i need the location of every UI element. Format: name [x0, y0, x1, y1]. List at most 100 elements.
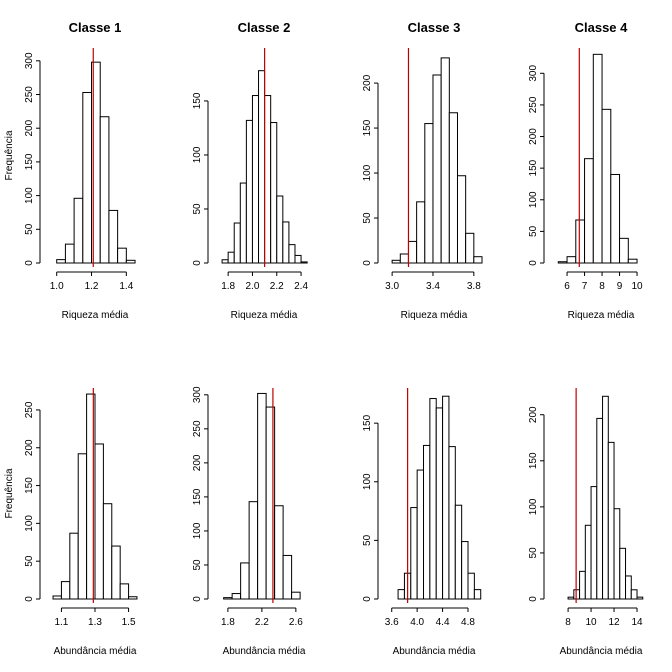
x-tick-label: 1.4: [119, 281, 133, 292]
y-tick-label: 200: [24, 439, 35, 456]
bar: [407, 240, 418, 264]
x-tick-label: 12: [608, 617, 620, 628]
bar: [410, 507, 418, 600]
bar: [294, 254, 302, 264]
bar: [636, 596, 644, 600]
bar: [69, 532, 79, 600]
bar: [432, 74, 442, 264]
bar: [590, 486, 598, 600]
bar: [288, 244, 296, 264]
bar: [397, 589, 405, 600]
bar: [264, 95, 272, 264]
x-tick-label: 10: [631, 281, 643, 292]
bar: [454, 504, 463, 600]
bar: [111, 545, 121, 600]
y-tick-label: 200: [528, 406, 539, 423]
bar: [456, 175, 467, 264]
y-tick-label: 100: [528, 191, 539, 208]
bar: [625, 575, 632, 600]
x-axis-label: Abundância média: [54, 646, 137, 657]
bar: [630, 589, 638, 600]
bar: [270, 122, 278, 264]
x-tick-label: 10: [585, 617, 597, 628]
bar: [128, 596, 138, 600]
bar: [282, 221, 290, 264]
y-tick-label: 150: [528, 159, 539, 176]
bar: [248, 501, 259, 600]
x-tick-label: 2.0: [246, 281, 260, 292]
x-axis-label: Abundância média: [560, 646, 643, 657]
bar: [416, 201, 426, 264]
x-tick-label: 2.6: [289, 617, 303, 628]
bar: [77, 453, 88, 600]
bar: [566, 256, 577, 264]
x-tick-label: 7: [582, 281, 588, 292]
bar: [619, 547, 627, 600]
bar: [619, 237, 629, 264]
x-axis-label: Riqueza média: [231, 310, 298, 321]
y-tick-label: 100: [362, 473, 373, 490]
bar: [282, 554, 293, 600]
y-tick-label: 50: [528, 225, 539, 237]
bar: [423, 444, 431, 600]
y-tick-label: 200: [528, 128, 539, 145]
panel-title: Classe 4: [575, 20, 629, 35]
x-tick-label: 2.2: [255, 617, 269, 628]
y-tick-label: 50: [362, 212, 373, 224]
y-tick-label: 0: [24, 596, 35, 602]
bar: [467, 572, 475, 600]
x-axis-label: Riqueza média: [401, 310, 468, 321]
bar: [627, 258, 638, 264]
bar: [424, 123, 434, 264]
x-tick-label: 1.1: [54, 617, 68, 628]
x-tick-label: 8: [599, 281, 605, 292]
x-tick-label: 1.3: [88, 617, 102, 628]
y-tick-label: 250: [528, 96, 539, 113]
bar: [448, 112, 458, 264]
y-tick-label: 0: [24, 260, 35, 266]
bar: [300, 261, 308, 264]
bar: [610, 173, 621, 264]
x-tick-label: 4.4: [436, 617, 450, 628]
y-tick-label: 0: [362, 596, 373, 602]
x-tick-label: 4.0: [410, 617, 424, 628]
x-tick-label: 2.4: [294, 281, 308, 292]
bar: [117, 247, 127, 264]
bar: [440, 57, 450, 264]
y-tick-label: 50: [528, 547, 539, 559]
y-tick-label: 50: [362, 534, 373, 546]
y-tick-label: 100: [24, 187, 35, 204]
y-tick-label: 100: [192, 146, 203, 163]
bar: [567, 596, 575, 600]
bar: [391, 259, 401, 264]
panel-title: Classe 3: [408, 20, 461, 35]
bar: [73, 197, 84, 264]
bar: [473, 589, 482, 600]
bar: [60, 581, 71, 600]
bar: [251, 95, 260, 264]
bar: [557, 261, 568, 264]
bar: [592, 53, 603, 264]
bar: [257, 392, 267, 600]
y-tick-label: 150: [362, 414, 373, 431]
bar: [276, 195, 284, 264]
bar: [607, 441, 615, 600]
y-tick-label: 250: [192, 420, 203, 437]
y-tick-label: 250: [24, 86, 35, 103]
panel-title: Classe 2: [238, 20, 291, 35]
y-tick-label: 150: [192, 488, 203, 505]
y-tick-label: 0: [192, 260, 203, 266]
bar: [94, 443, 104, 600]
y-tick-label: 50: [192, 203, 203, 215]
bar: [223, 597, 233, 600]
bar: [601, 108, 612, 264]
y-tick-label: 150: [24, 477, 35, 494]
bar: [465, 232, 475, 264]
x-tick-label: 1.5: [122, 617, 136, 628]
panel-title: Classe 1: [69, 20, 122, 35]
y-tick-label: 0: [528, 260, 539, 266]
bar: [291, 591, 301, 600]
bar: [265, 406, 276, 600]
bar: [473, 256, 483, 264]
